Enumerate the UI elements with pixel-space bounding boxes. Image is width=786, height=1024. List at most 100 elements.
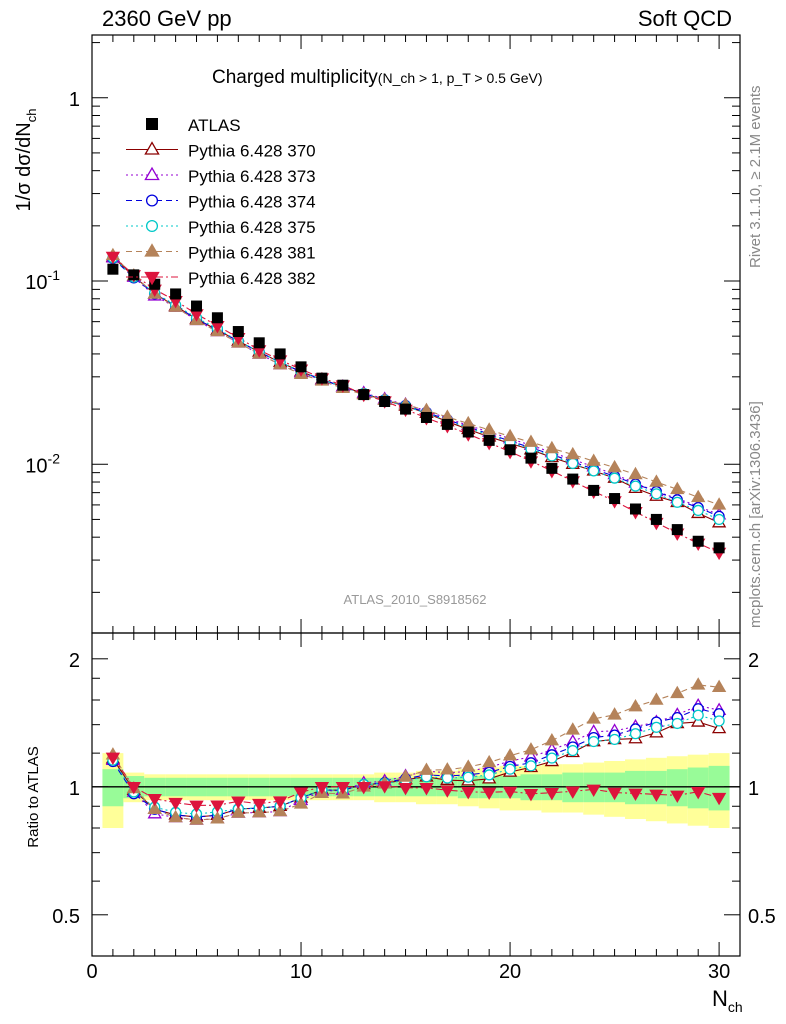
series-pythia-6-428-375-ratio-point xyxy=(567,744,579,757)
series-pythia-6-428-382-ratio-point xyxy=(356,782,371,795)
series-pythia-6-428-370-ratio-point xyxy=(711,720,727,734)
series-pythia-6-428-381-ratio-point xyxy=(189,812,204,825)
series-pythia-6-428-375-ratio-line xyxy=(112,714,720,815)
atlas-data-point xyxy=(567,473,579,485)
series-pythia-6-428-382-ratio-point xyxy=(565,786,580,799)
ratio-y-tick-label: 0.5 xyxy=(52,906,80,928)
series-pythia-6-428-382-ratio-point xyxy=(377,781,392,794)
series-pythia-6-428-375-ratio-point xyxy=(650,721,662,733)
legend: ATLAS Pythia 6.428 370 Pythia 6.428 373 Pyt… xyxy=(126,116,316,288)
series-pythia-6-428-382-line xyxy=(112,256,720,553)
series-pythia-6-428-381-ratio-point xyxy=(711,679,727,693)
atlas-data-point xyxy=(671,524,683,536)
series-pythia-6-428-375-ratio-point xyxy=(713,715,725,727)
series-pythia-6-428-381-ratio-point xyxy=(210,811,225,824)
legend-marker xyxy=(144,141,160,155)
series-pythia-6-428-381-ratio-point xyxy=(565,722,580,735)
atlas-data-point xyxy=(400,403,412,415)
atlas-data-point xyxy=(629,503,641,515)
series-pythia-6-428-381-ratio-point xyxy=(272,803,288,817)
series-pythia-6-428-382-ratio-point xyxy=(544,787,560,801)
atlas-data-point xyxy=(316,372,328,384)
ratio-plot-frame xyxy=(91,632,741,957)
legend-marker xyxy=(144,166,160,181)
stat-uncertainty-band xyxy=(645,770,667,805)
x-tick-label: 10 xyxy=(290,961,312,983)
series-pythia-6-428-381-point xyxy=(649,474,664,487)
series-pythia-6-428-375-point xyxy=(713,513,725,526)
atlas-data-point xyxy=(107,263,119,275)
atlas-data-point xyxy=(170,288,182,300)
ratio-y-axis-label-text: Ratio to ATLAS xyxy=(25,746,42,847)
y-tick-label: 10-2 xyxy=(25,450,60,477)
legend-label: Pythia 6.428 370 xyxy=(188,142,316,161)
series-pythia-6-428-381-ratio-point xyxy=(419,762,434,775)
y-tick-label: 10-1 xyxy=(25,267,60,294)
series-pythia-6-428-382-ratio-point xyxy=(398,782,413,796)
series-pythia-6-428-375-ratio-point xyxy=(525,760,537,772)
chart-title: Charged multiplicity(N_ch > 1, p_T > 0.5… xyxy=(212,67,543,88)
atlas-data-point xyxy=(211,312,223,324)
atlas-data-point xyxy=(379,396,391,408)
series-pythia-6-428-375-ratio-point xyxy=(629,728,642,740)
atlas-data-point xyxy=(650,513,662,525)
series-pythia-6-428-375-point xyxy=(588,465,600,477)
series-pythia-6-428-381-point xyxy=(565,446,580,460)
series-pythia-6-428-381-ratio-point xyxy=(398,769,413,782)
series-pythia-6-428-382-ratio-point xyxy=(461,787,476,800)
series-pythia-6-428-381-ratio-point xyxy=(293,796,309,809)
atlas-data-point xyxy=(525,452,537,464)
x-tick-label: 20 xyxy=(499,961,521,983)
series-pythia-6-428-382-ratio-point xyxy=(231,796,246,809)
series-pythia-6-428-381-ratio-point xyxy=(147,801,162,815)
series-pythia-6-428-381-ratio-point xyxy=(649,692,664,705)
atlas-data-point xyxy=(253,337,265,349)
legend-marker xyxy=(145,219,159,233)
mcplots-label: mcplots.cern.ch [arXiv:1306.3436] xyxy=(747,401,764,628)
series-pythia-6-428-375-ratio-point xyxy=(692,709,704,721)
series-pythia-6-428-381-point xyxy=(691,489,706,503)
series-pythia-6-428-381-point xyxy=(481,422,497,435)
series-pythia-6-428-381-point xyxy=(544,440,560,454)
series-pythia-6-428-381-ratio-point xyxy=(461,759,476,772)
stat-uncertainty-band xyxy=(102,769,124,807)
series-pythia-6-428-381-ratio-point xyxy=(628,698,643,712)
atlas-data-point xyxy=(337,379,349,391)
series-pythia-6-428-382-ratio-point xyxy=(335,782,351,795)
series-pythia-6-428-381-ratio-point xyxy=(502,748,518,761)
series-pythia-6-428-381-ratio-point xyxy=(691,677,706,690)
series-pythia-6-428-381-ratio-point xyxy=(544,732,560,746)
series-pythia-6-428-382-ratio-point xyxy=(607,787,622,801)
stat-uncertainty-band xyxy=(708,765,730,811)
series-pythia-6-428-382-ratio-point xyxy=(440,785,455,798)
atlas-data-point xyxy=(191,300,203,312)
series-pythia-6-428-382-ratio-point xyxy=(126,782,141,795)
series-pythia-6-428-382-ratio-point xyxy=(691,786,706,800)
series-pythia-6-428-382-point xyxy=(105,251,121,265)
series-pythia-6-428-382-ratio-point xyxy=(628,788,643,802)
legend-marker-atlas xyxy=(146,118,158,130)
series-pythia-6-428-382-ratio-point xyxy=(189,800,204,814)
series-pythia-6-428-375-ratio-point xyxy=(546,752,558,764)
legend-marker xyxy=(144,271,160,286)
legend-label: Pythia 6.428 375 xyxy=(188,218,316,237)
series-pythia-6-428-381-point xyxy=(586,453,601,466)
series-pythia-6-428-375-point xyxy=(692,504,704,517)
series-pythia-6-428-375-ratio-point xyxy=(608,733,621,746)
series-pythia-6-428-381-ratio-point xyxy=(440,762,455,775)
atlas-data-point xyxy=(358,389,370,401)
series-pythia-6-428-382-ratio-point xyxy=(481,787,497,800)
series-pythia-6-428-382-ratio-point xyxy=(252,798,267,812)
series-pythia-6-428-381-point xyxy=(607,459,622,473)
ratio-y-tick-label-right: 0.5 xyxy=(748,906,776,928)
atlas-data-point xyxy=(295,361,307,373)
ratio-y-tick-label-right: 1 xyxy=(748,778,759,800)
process-label: Soft QCD xyxy=(637,6,732,31)
atlas-data-point xyxy=(713,542,725,554)
series-pythia-6-428-381-point xyxy=(670,481,685,495)
series-pythia-6-428-381-line xyxy=(112,254,720,506)
legend-label: Pythia 6.428 374 xyxy=(188,193,316,212)
series-pythia-6-428-382-ratio-point xyxy=(105,752,121,766)
atlas-data-point xyxy=(692,535,704,547)
